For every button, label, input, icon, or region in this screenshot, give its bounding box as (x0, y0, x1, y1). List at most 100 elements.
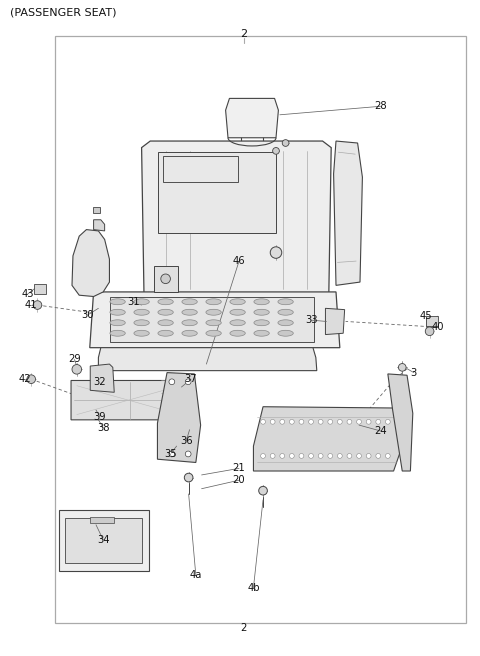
Circle shape (261, 419, 265, 424)
Circle shape (309, 453, 313, 459)
Circle shape (376, 453, 381, 459)
Text: 24: 24 (374, 426, 387, 436)
Circle shape (347, 419, 352, 424)
Ellipse shape (158, 299, 173, 304)
Circle shape (366, 419, 371, 424)
Ellipse shape (134, 320, 149, 325)
Polygon shape (94, 220, 105, 231)
Circle shape (289, 419, 294, 424)
Text: 39: 39 (94, 411, 106, 422)
Ellipse shape (134, 330, 149, 336)
Ellipse shape (278, 310, 293, 316)
Text: 4b: 4b (247, 583, 260, 593)
Polygon shape (93, 207, 100, 213)
Text: 46: 46 (233, 256, 245, 266)
Ellipse shape (110, 320, 125, 325)
Polygon shape (71, 380, 190, 420)
Polygon shape (90, 517, 114, 523)
Circle shape (161, 274, 170, 283)
Circle shape (280, 453, 285, 459)
Ellipse shape (230, 330, 245, 336)
Text: 32: 32 (94, 377, 106, 387)
Ellipse shape (254, 310, 269, 316)
Circle shape (299, 419, 304, 424)
Circle shape (261, 453, 265, 459)
Circle shape (425, 327, 434, 336)
Circle shape (337, 419, 342, 424)
Circle shape (289, 453, 294, 459)
Ellipse shape (230, 320, 245, 325)
Text: 2: 2 (240, 623, 247, 634)
Text: 45: 45 (420, 311, 432, 321)
Polygon shape (72, 230, 109, 297)
Circle shape (299, 453, 304, 459)
Polygon shape (98, 348, 317, 371)
Circle shape (357, 419, 361, 424)
Text: 36: 36 (180, 436, 192, 446)
Circle shape (33, 300, 42, 310)
Polygon shape (157, 373, 201, 462)
Polygon shape (90, 364, 114, 392)
Ellipse shape (206, 310, 221, 316)
Text: 37: 37 (185, 374, 197, 384)
Polygon shape (388, 374, 413, 471)
Polygon shape (253, 407, 402, 471)
Ellipse shape (206, 330, 221, 336)
Ellipse shape (230, 310, 245, 316)
Polygon shape (34, 284, 46, 294)
Circle shape (318, 453, 323, 459)
Polygon shape (426, 316, 438, 326)
Ellipse shape (206, 299, 221, 304)
Ellipse shape (110, 330, 125, 336)
Polygon shape (334, 141, 362, 285)
Ellipse shape (206, 320, 221, 325)
Text: 21: 21 (233, 463, 245, 474)
Ellipse shape (254, 330, 269, 336)
Ellipse shape (254, 299, 269, 304)
Circle shape (270, 453, 275, 459)
Polygon shape (142, 141, 331, 295)
Circle shape (357, 453, 361, 459)
Circle shape (169, 379, 175, 384)
Circle shape (337, 453, 342, 459)
Text: 33: 33 (305, 315, 317, 325)
Text: 42: 42 (19, 374, 31, 384)
Circle shape (328, 453, 333, 459)
Circle shape (347, 453, 352, 459)
Text: 29: 29 (68, 354, 81, 365)
Circle shape (259, 486, 267, 495)
Circle shape (184, 473, 193, 482)
Ellipse shape (230, 299, 245, 304)
Polygon shape (110, 297, 314, 342)
Circle shape (185, 451, 191, 457)
Ellipse shape (182, 320, 197, 325)
Text: 38: 38 (97, 422, 109, 433)
Polygon shape (90, 292, 340, 348)
Polygon shape (59, 510, 149, 571)
Text: 40: 40 (432, 321, 444, 332)
Circle shape (27, 375, 36, 384)
Circle shape (185, 379, 191, 384)
Text: 3: 3 (410, 367, 417, 378)
Text: 2: 2 (240, 29, 247, 39)
Circle shape (280, 419, 285, 424)
Text: 35: 35 (164, 449, 177, 459)
Ellipse shape (134, 310, 149, 316)
Ellipse shape (134, 299, 149, 304)
Circle shape (72, 365, 82, 374)
Circle shape (282, 140, 289, 146)
Ellipse shape (158, 330, 173, 336)
Polygon shape (158, 152, 276, 233)
Ellipse shape (278, 299, 293, 304)
Circle shape (328, 419, 333, 424)
Circle shape (270, 419, 275, 424)
Circle shape (398, 363, 406, 371)
Polygon shape (325, 308, 345, 335)
Circle shape (385, 453, 390, 459)
Circle shape (366, 453, 371, 459)
Ellipse shape (110, 310, 125, 316)
Text: 43: 43 (22, 289, 34, 299)
Text: 30: 30 (82, 310, 94, 320)
Ellipse shape (254, 320, 269, 325)
Text: 20: 20 (233, 475, 245, 485)
